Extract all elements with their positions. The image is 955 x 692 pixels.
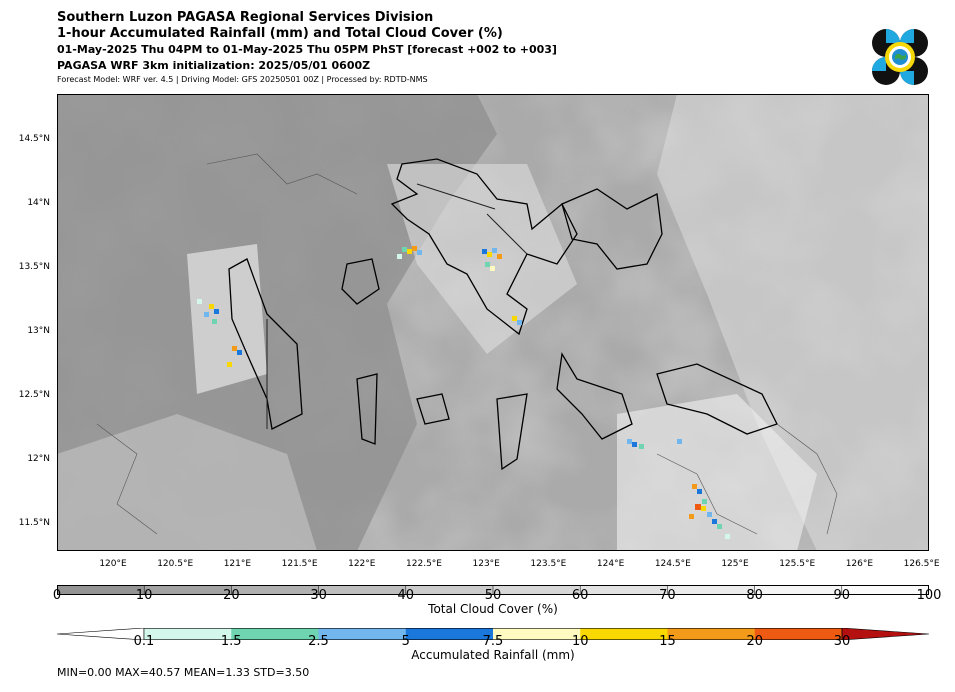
cloud-cover-tick: 50: [484, 588, 502, 603]
rainfall-swatch: [754, 628, 843, 640]
rainfall-swatch: [493, 628, 581, 640]
latitude-tick-label: 12.5°N: [18, 390, 50, 400]
longitude-tick-label: 120.5°E: [157, 559, 194, 569]
cloud-cover-frame: [57, 585, 929, 595]
cloud-cover-tick: 40: [397, 588, 415, 603]
longitude-tick-label: 121°E: [223, 559, 252, 569]
longitude-tick-label: 124°E: [596, 559, 625, 569]
longitude-tick-label: 125°E: [721, 559, 749, 569]
pagasa-logo-icon: [870, 27, 930, 87]
rainfall-tick: 2.5: [308, 634, 329, 649]
rainfall-statistics: MIN=0.00 MAX=40.57 MEAN=1.33 STD=3.50: [57, 666, 310, 679]
cloud-cover-tick: 80: [746, 588, 763, 603]
rainfall-max-arrow: [841, 627, 930, 641]
longitude-tick-label: 120°E: [99, 559, 127, 569]
longitude-tick-label: 126°E: [845, 559, 874, 569]
model-subtitle: Forecast Model: WRF ver. 4.5 | Driving M…: [57, 75, 428, 84]
southeast-cloud-patch: [617, 394, 817, 551]
map-frame: [57, 94, 929, 551]
cloud-cover-swatch: [754, 585, 843, 595]
title-line-4: PAGASA WRF 3km initialization: 2025/05/0…: [57, 59, 371, 72]
marinduque-coastline: [341, 258, 380, 305]
cloud-cover-swatch: [580, 585, 668, 595]
rainfall-cloud-map: [57, 94, 929, 551]
cloud-cover-tick: 90: [833, 588, 851, 603]
rainfall-tick: 15: [659, 634, 676, 649]
rainfall-frame: [143, 628, 843, 640]
rainfall-swatch: [405, 628, 494, 640]
luzon-cloud-patch: [387, 164, 577, 354]
minor-boundaries: [96, 153, 838, 535]
luzon-coastline: [390, 158, 578, 336]
cloud-cover-swatch: [493, 585, 581, 595]
latitude-tick-label: 11.5°N: [18, 518, 50, 528]
title-line-2: 1-hour Accumulated Rainfall (mm) and Tot…: [57, 26, 503, 41]
latitude-tick-label: 14.5°N: [18, 134, 50, 144]
cloud-cover-tick: 30: [310, 588, 327, 603]
coastlines: [228, 158, 778, 471]
longitude-tick-label: 125.5°E: [779, 559, 816, 569]
cloud-cover-swatch: [405, 585, 494, 595]
cloud-cover-swatch: [57, 585, 145, 595]
cloud-cover-swatch: [841, 585, 930, 595]
rainfall-colorbar-title: Accumulated Rainfall (mm): [411, 648, 575, 662]
admin-boundaries: [266, 183, 528, 429]
cloud-cover-swatch: [667, 585, 756, 595]
mindoro-cloud-patch: [187, 244, 267, 394]
rainfall-colorbar: [56, 625, 930, 641]
bicol-coastline: [561, 188, 663, 270]
title-line-3: 01-May-2025 Thu 04PM to 01-May-2025 Thu …: [57, 43, 557, 56]
cloud-cover-swatch: [144, 585, 232, 595]
cloud-cover-tick: 0: [52, 588, 62, 603]
cloud-cover-swatch: [318, 585, 407, 595]
mindoro-coastline: [228, 258, 303, 430]
east-cloud-band: [657, 94, 929, 551]
longitude-tick-label: 121.5°E: [281, 559, 318, 569]
longitude-tick-label: 122.5°E: [406, 559, 442, 569]
latitude-tick-label: 13°N: [27, 326, 50, 336]
title-line-1: Southern Luzon PAGASA Regional Services …: [57, 10, 434, 25]
rainfall-cells: [197, 246, 730, 539]
rainfall-swatch: [667, 628, 756, 640]
longitude-tick-label: 124.5°E: [654, 559, 691, 569]
rainfall-tick: 0.1: [133, 634, 155, 649]
map-canvas: [57, 94, 929, 551]
rainfall-swatch: [580, 628, 668, 640]
rainfall-tick: 20: [746, 634, 764, 649]
rainfall-tick: 5: [401, 634, 410, 649]
longitude-tick-label: 123.5°E: [530, 559, 567, 569]
rainfall-swatch: [144, 628, 232, 640]
cloud-cover-colorbar-swatches: [57, 585, 930, 595]
tablas-coastline: [356, 373, 378, 445]
map-header: Southern Luzon PAGASA Regional Services …: [57, 10, 557, 86]
sibuyan-coastline: [416, 393, 450, 425]
samar-coastline: [556, 352, 633, 440]
longitude-tick-label: 123°E: [472, 559, 500, 569]
cloud-cover-swatch: [231, 585, 320, 595]
southwest-cloud-patch: [57, 414, 317, 551]
longitude-tick-label: 122°E: [348, 559, 376, 569]
rainfall-tick: 1.5: [220, 634, 242, 649]
cloud-cover-colorbar: [57, 580, 930, 595]
rainfall-tick: 30: [833, 634, 851, 649]
rainfall-tick: 10: [571, 634, 589, 649]
east-samar-coastline: [656, 363, 778, 435]
latitude-tick-label: 14°N: [27, 198, 50, 208]
cloud-cover-tick: 20: [223, 588, 240, 603]
cloud-cover-tick: 100: [916, 588, 942, 603]
cloud-cover-colorbar-title: Total Cloud Cover (%): [428, 602, 558, 616]
rainfall-swatch: [318, 628, 407, 640]
cloud-cover-tick: 10: [135, 588, 153, 603]
rainfall-swatch: [231, 628, 319, 640]
rainfall-min-arrow: [56, 627, 145, 641]
rainfall-tick: 7.5: [482, 634, 504, 649]
cloud-cover-tick: 70: [659, 588, 676, 603]
latitude-tick-label: 12°N: [27, 454, 50, 464]
masbate-coastline: [496, 393, 528, 471]
longitude-tick-label: 126.5°E: [903, 559, 940, 569]
cloud-cover-tick: 60: [571, 588, 589, 603]
rainfall-colorbar-swatches: [56, 627, 930, 641]
latitude-tick-label: 13.5°N: [18, 262, 50, 272]
